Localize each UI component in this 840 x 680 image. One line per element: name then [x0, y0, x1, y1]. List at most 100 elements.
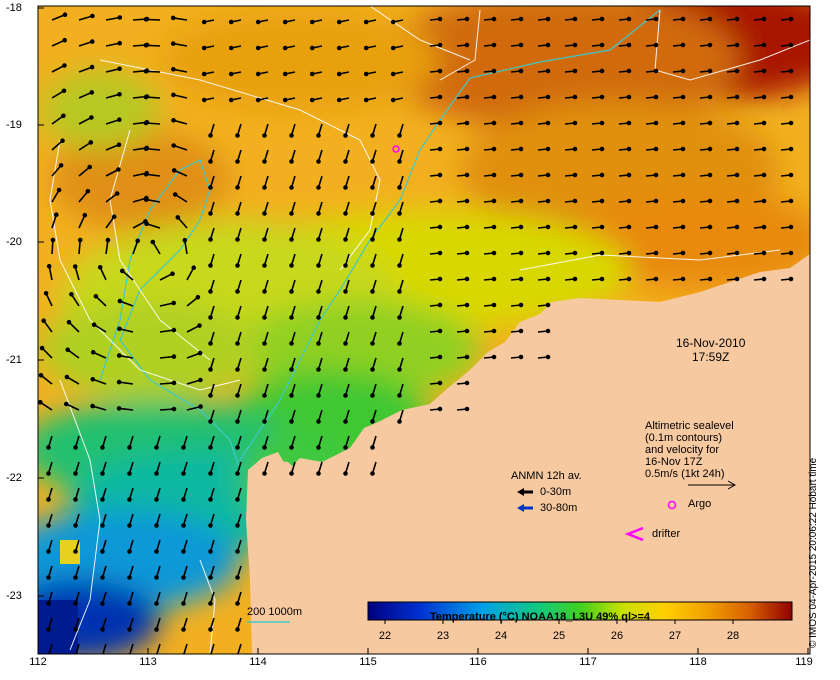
current-vector-198: [105, 192, 118, 203]
current-vector-head-348: [90, 350, 96, 355]
current-vector-head-51: [680, 42, 686, 48]
current-vector-head-152: [370, 159, 375, 164]
current-vector-384: [119, 407, 134, 411]
current-vector-head-120: [262, 133, 267, 138]
current-vector-head-21: [626, 16, 632, 22]
current-vector-head-216: [599, 198, 605, 204]
current-vector-head-130: [545, 120, 551, 126]
current-vector-head-278: [761, 250, 767, 256]
current-vector-head-106: [653, 94, 659, 100]
current-vector-head-29: [90, 39, 95, 44]
imos-credit: © IMOS 04-Apr-2015 20:06:22 Hobart time: [808, 457, 819, 648]
current-vector-head-410: [46, 471, 51, 476]
current-vector-head-37: [282, 45, 288, 51]
altimetry-line-4: 16-Nov 17Z: [645, 456, 703, 468]
current-vector-head-333: [208, 341, 213, 346]
lat-tick-23: -23: [6, 590, 22, 602]
current-vector-head-141: [88, 140, 94, 145]
current-vector-head-41: [390, 45, 396, 51]
current-vector-head-173: [171, 168, 177, 173]
current-vector-head-265: [397, 263, 402, 268]
current-vector-head-387: [208, 419, 213, 424]
current-vector-head-188: [599, 172, 605, 178]
current-vector-head-150: [316, 159, 321, 164]
current-vector-head-146: [208, 159, 213, 164]
current-vector-head-329: [91, 322, 97, 328]
current-vector-head-275: [680, 250, 686, 256]
current-vector-head-378: [397, 393, 402, 398]
current-vector-head-70: [437, 68, 443, 74]
current-vector-head-138: [761, 120, 767, 126]
current-vector-head-276: [707, 250, 713, 256]
current-vector-head-272: [599, 250, 605, 256]
current-vector-head-94: [309, 97, 315, 103]
current-vector-head-325: [518, 302, 524, 308]
argo-legend-label: Argo: [688, 498, 712, 510]
current-vector-head-42: [437, 42, 443, 48]
current-vector-head-98: [437, 94, 443, 100]
current-vector-head-356: [316, 367, 321, 372]
axis-ticks: [37, 7, 809, 654]
current-vector-349: [119, 354, 134, 359]
current-vector-head-332: [197, 323, 202, 328]
current-vector-head-233: [289, 237, 294, 242]
current-vector-head-114: [117, 117, 122, 122]
current-vector-head-167: [788, 146, 794, 152]
current-vector-head-231: [235, 237, 240, 242]
current-vector-head-1: [90, 13, 95, 19]
current-vector-head-24: [707, 16, 713, 22]
current-vector-280: [48, 266, 53, 281]
current-vector-head-292: [370, 289, 375, 294]
current-vector-head-237: [397, 237, 402, 242]
argo-legend-icon: [667, 500, 677, 510]
current-vector-head-153: [397, 159, 402, 164]
current-vector-head-383: [90, 403, 95, 409]
current-vector-head-462: [235, 601, 240, 606]
current-vector-head-251: [788, 224, 794, 230]
current-vector-head-266: [437, 250, 443, 256]
current-vector-head-309: [69, 292, 74, 297]
current-vector-head-137: [734, 120, 740, 126]
current-vector-head-30: [117, 40, 122, 46]
current-vector-head-267: [464, 250, 470, 256]
lon-tick-113: 113: [139, 656, 157, 668]
current-vector-head-117: [171, 118, 176, 123]
current-vector-head-101: [518, 94, 524, 100]
current-vector-257: [184, 240, 188, 255]
current-vector-head-417: [235, 471, 240, 476]
current-vector-head-57: [89, 64, 95, 70]
current-vector-head-205: [289, 211, 294, 216]
current-vector-116: [145, 122, 161, 125]
current-vector-head-463: [46, 627, 51, 632]
colorbar-label-22: 22: [378, 630, 392, 642]
current-vector-head-405: [262, 445, 267, 450]
current-vector-head-63: [228, 71, 234, 77]
current-vector-head-222: [761, 198, 767, 204]
current-vector-head-353: [235, 367, 240, 372]
current-vector-head-45: [518, 42, 524, 48]
current-vector-head-225: [82, 212, 88, 218]
current-vector-254: [105, 239, 109, 255]
current-vector-head-86: [117, 92, 122, 97]
current-vector-head-389: [262, 419, 267, 424]
current-vector-head-112: [61, 113, 66, 119]
anmn-legend-arrows: [517, 488, 533, 512]
current-vector-head-388: [235, 419, 240, 424]
current-vector-head-306: [761, 276, 767, 282]
current-vector-head-289: [289, 289, 294, 294]
current-vector-head-118: [208, 133, 213, 138]
current-vector-head-26: [761, 16, 767, 22]
current-vector-head-416: [208, 471, 213, 476]
current-vector-head-282: [97, 265, 103, 270]
current-vector-head-381: [38, 400, 43, 405]
current-vector-head-411: [73, 471, 78, 476]
current-vector-head-181: [397, 185, 402, 190]
current-vector-310: [95, 295, 107, 307]
current-vector-head-7: [228, 19, 234, 25]
current-vector-head-248: [707, 224, 713, 230]
colorbar-label-25: 25: [552, 630, 566, 642]
current-vector-head-371: [208, 393, 213, 398]
current-vector-head-75: [572, 68, 578, 74]
current-vector-head-454: [235, 575, 240, 580]
